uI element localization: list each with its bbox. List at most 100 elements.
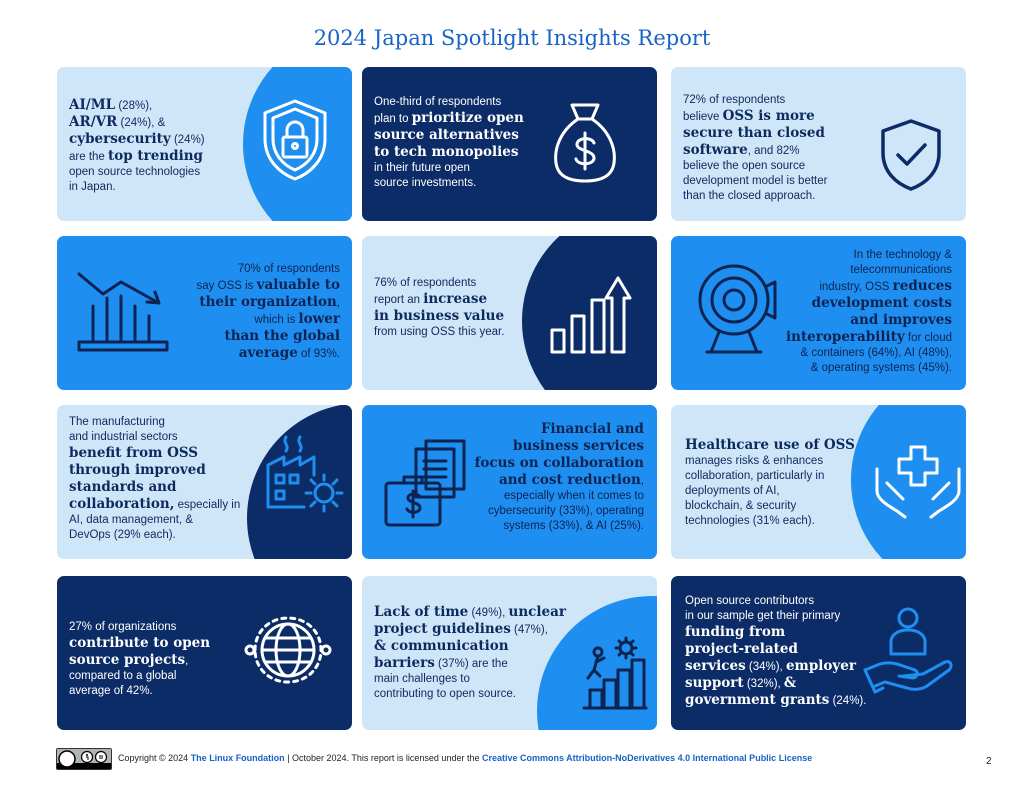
highlight-text: Financial and xyxy=(540,421,644,437)
body-text: Open source contributors xyxy=(685,595,815,607)
body-text: 76% of respondents xyxy=(374,277,477,289)
highlight-text: AI/ML xyxy=(69,97,116,113)
body-text: which is xyxy=(254,314,299,326)
tile-text: Lack of time (49%), unclear project guid… xyxy=(374,604,574,702)
body-text: in their future open xyxy=(374,162,470,174)
highlight-text: standards and xyxy=(69,479,177,495)
body-text: & operating systems (45%). xyxy=(810,362,952,374)
highlight-text: business services xyxy=(513,438,644,454)
body-text: , xyxy=(336,297,340,309)
highlight-text: support xyxy=(685,675,744,691)
highlight-text: & communication xyxy=(374,638,509,654)
highlight-text: development costs xyxy=(811,295,952,311)
highlight-text: project guidelines xyxy=(374,621,511,637)
highlight-text: and cost reduction xyxy=(498,472,641,488)
linux-foundation-link[interactable]: The Linux Foundation xyxy=(190,753,285,763)
highlight-text: employer xyxy=(785,658,856,674)
copyright-text: Copyright © 2024 xyxy=(118,753,191,763)
tile-text: Open source contributors in our sample g… xyxy=(685,594,885,709)
decorative-circle xyxy=(851,405,966,559)
highlight-text: collaboration, xyxy=(69,496,175,512)
tile-funding: Open source contributors in our sample g… xyxy=(671,576,966,730)
highlight-text: source alternatives xyxy=(374,127,519,143)
body-text: (32%), xyxy=(743,678,784,690)
body-text: , xyxy=(185,655,189,667)
license-text: | October 2024. This report is licensed … xyxy=(284,753,482,763)
highlight-text: & xyxy=(783,675,797,691)
highlight-text: secure than closed xyxy=(683,125,825,141)
body-text: , and 82% xyxy=(747,145,800,157)
body-text: especially in xyxy=(174,499,241,511)
body-text: source investments. xyxy=(374,177,477,189)
highlight-text: OSS is more xyxy=(722,108,815,124)
tile-text: 72% of respondents believe OSS is more s… xyxy=(683,93,883,204)
tile-business-value: 76% of respondents report an increase in… xyxy=(362,236,657,390)
body-text: of 93%. xyxy=(297,348,340,360)
body-text: open source technologies xyxy=(69,166,201,178)
highlight-text: prioritize open xyxy=(411,110,524,126)
body-text: (24%), & xyxy=(117,117,166,129)
body-text: (37%) are the xyxy=(434,658,508,670)
tile-text: One-third of respondents plan to priorit… xyxy=(374,95,559,191)
body-text: The manufacturing xyxy=(69,416,165,428)
highlight-text: contribute to open xyxy=(69,635,211,651)
highlight-text: services xyxy=(685,658,746,674)
body-text: collaboration, particularly in xyxy=(685,470,825,482)
body-text: (34%), xyxy=(745,661,786,673)
rising-bar-chart-icon xyxy=(550,276,632,354)
highlight-text: focus on collaboration xyxy=(474,455,644,471)
highlight-text: cybersecurity xyxy=(69,131,171,147)
body-text: (24%). xyxy=(829,695,867,707)
highlight-text: valuable to xyxy=(256,277,340,293)
shield-check-icon xyxy=(881,119,941,191)
highlight-text: top trending xyxy=(108,148,203,164)
highlight-text: and improves xyxy=(850,312,952,328)
body-text: development model is better xyxy=(683,175,828,187)
body-text: 72% of respondents xyxy=(683,94,786,106)
cc-by-nd-icon[interactable] xyxy=(56,748,112,770)
page-title: 2024 Japan Spotlight Insights Report xyxy=(313,26,711,50)
tile-text: Financial and business services focus on… xyxy=(462,421,644,534)
shield-lock-icon xyxy=(263,99,327,181)
highlight-text: their organization xyxy=(199,294,337,310)
body-text: compared to a global xyxy=(69,670,177,682)
body-text: especially when it comes to xyxy=(504,490,644,502)
tile-financial-services: Financial and business services focus on… xyxy=(362,405,657,559)
highlight-text: average xyxy=(238,345,298,361)
body-text: systems (33%), & AI (25%). xyxy=(503,520,644,532)
body-text: 27% of organizations xyxy=(69,621,177,633)
body-text: deployments of AI, xyxy=(685,485,780,497)
body-text: for cloud xyxy=(904,332,952,344)
highlight-text: Lack of time xyxy=(374,604,469,620)
highlight-text: interoperability xyxy=(786,329,905,345)
highlight-text: AR/VR xyxy=(69,114,118,130)
highlight-text: lower xyxy=(298,311,340,327)
highlight-text: barriers xyxy=(374,655,435,671)
body-text: manages risks & enhances xyxy=(685,455,824,467)
tile-healthcare: Healthcare use of OSS manages risks & en… xyxy=(671,405,966,559)
body-text: cybersecurity (33%), operating xyxy=(488,505,644,517)
body-text: (28%), xyxy=(115,100,153,112)
highlight-text: increase xyxy=(423,291,488,307)
decorative-circle xyxy=(522,236,657,390)
body-text: One-third of respondents xyxy=(374,96,502,108)
page-number: 2 xyxy=(986,756,992,767)
body-text: average of 42%. xyxy=(69,685,153,697)
tile-text: The manufacturing and industrial sectors… xyxy=(69,415,264,543)
highlight-text: in business value xyxy=(374,308,505,324)
climbing-stairs-gear-icon xyxy=(582,636,648,710)
tile-oss-secure: 72% of respondents believe OSS is more s… xyxy=(671,67,966,221)
person-hand-icon xyxy=(863,607,953,694)
body-text: than the closed approach. xyxy=(683,190,816,202)
body-text: industry, OSS xyxy=(819,281,893,293)
highlight-text: source projects xyxy=(69,652,186,668)
body-text: technologies (31% each). xyxy=(685,515,815,527)
tile-manufacturing: The manufacturing and industrial sectors… xyxy=(57,405,352,559)
tile-text: Healthcare use of OSS manages risks & en… xyxy=(685,437,880,529)
tile-trending-tech: AI/ML (28%), AR/VR (24%), & cybersecurit… xyxy=(57,67,352,221)
tile-text: AI/ML (28%), AR/VR (24%), & cybersecurit… xyxy=(69,97,269,195)
body-text: blockchain, & security xyxy=(685,500,797,512)
body-text: (49%), xyxy=(468,607,509,619)
tile-text: 76% of respondents report an increase in… xyxy=(374,276,549,340)
license-link[interactable]: Creative Commons Attribution-NoDerivativ… xyxy=(481,753,813,763)
